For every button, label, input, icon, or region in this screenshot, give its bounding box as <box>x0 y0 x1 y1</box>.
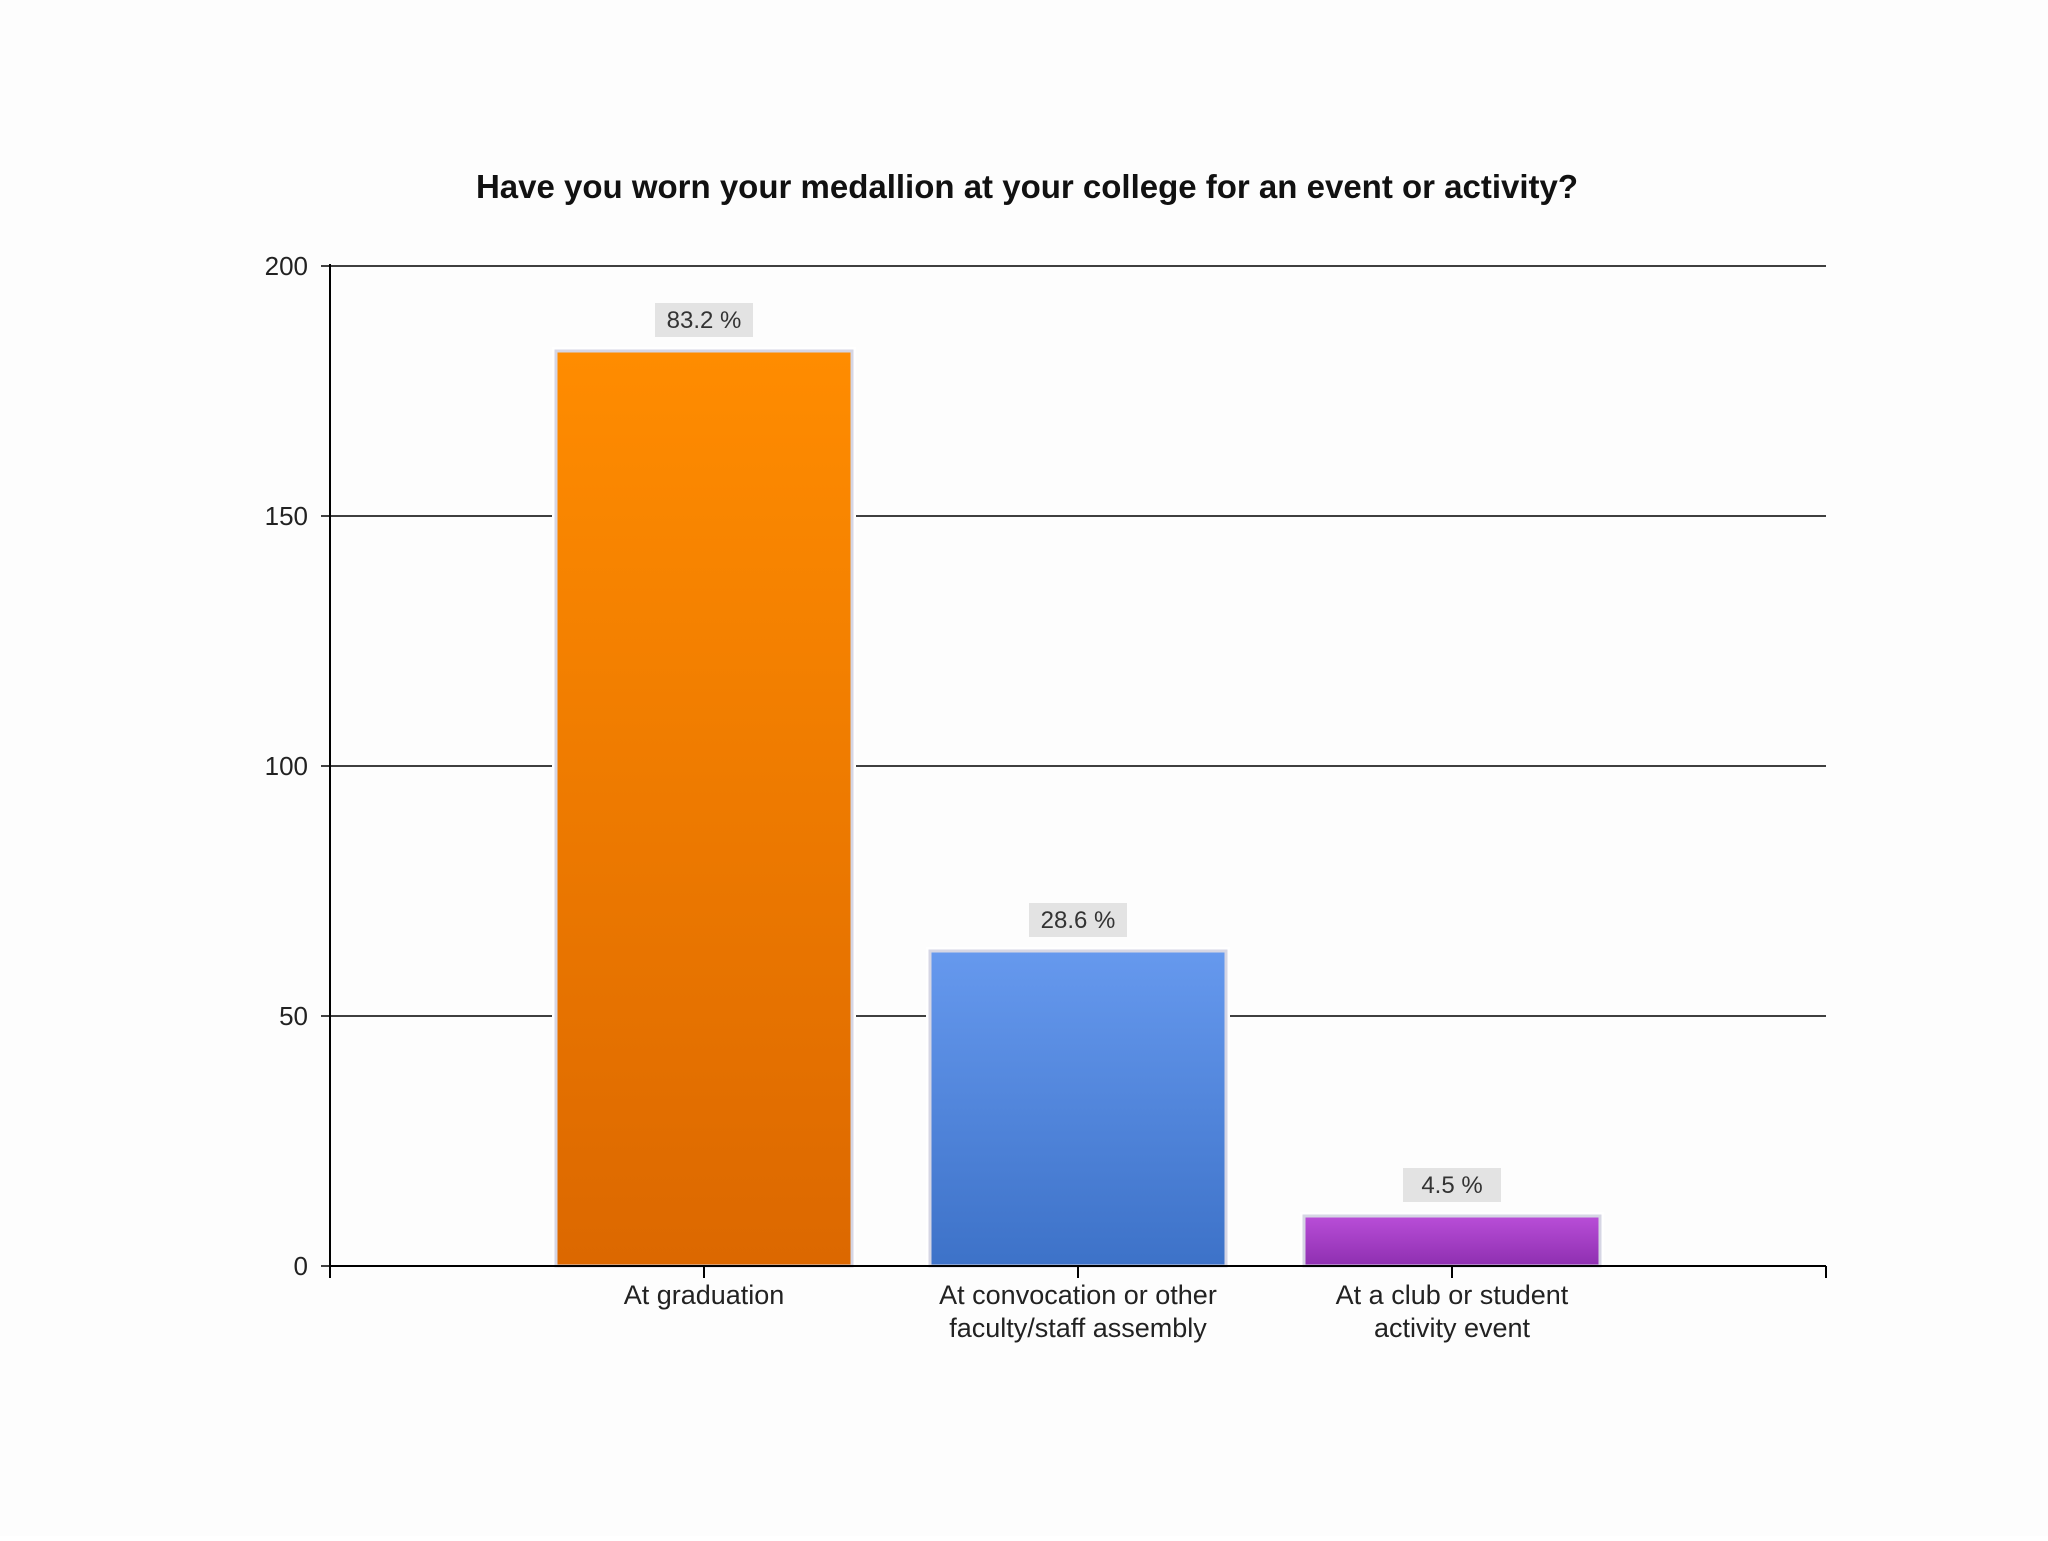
data-label-box <box>1029 903 1127 937</box>
category-label: At convocation or other <box>939 1280 1217 1310</box>
bars <box>552 347 1604 1268</box>
data-label: 83.2 % <box>667 307 742 334</box>
y-tick-label: 50 <box>279 1001 308 1031</box>
labels: 0 50 100 150 200 83.2 % 28.6 % 4.5 % At graduati… <box>265 251 1569 1343</box>
axes <box>321 264 1827 1278</box>
y-tick-label: 100 <box>265 751 308 781</box>
data-label-box <box>1403 1168 1501 1202</box>
data-label: 4.5 % <box>1421 1172 1482 1199</box>
data-label: 28.6 % <box>1041 907 1116 934</box>
bar <box>554 349 854 1268</box>
bar <box>1302 1214 1602 1268</box>
bar <box>928 949 1228 1268</box>
chart-title: Have you worn your medallion at your col… <box>476 168 1578 205</box>
category-label: At graduation <box>624 1280 785 1310</box>
y-tick-label: 0 <box>294 1251 308 1281</box>
data-label-box <box>655 303 753 337</box>
category-label: faculty/staff assembly <box>949 1313 1207 1343</box>
y-tick-label: 200 <box>265 251 308 281</box>
category-label: activity event <box>1374 1313 1531 1343</box>
category-label: At a club or student <box>1336 1280 1569 1310</box>
y-tick-label: 150 <box>265 501 308 531</box>
